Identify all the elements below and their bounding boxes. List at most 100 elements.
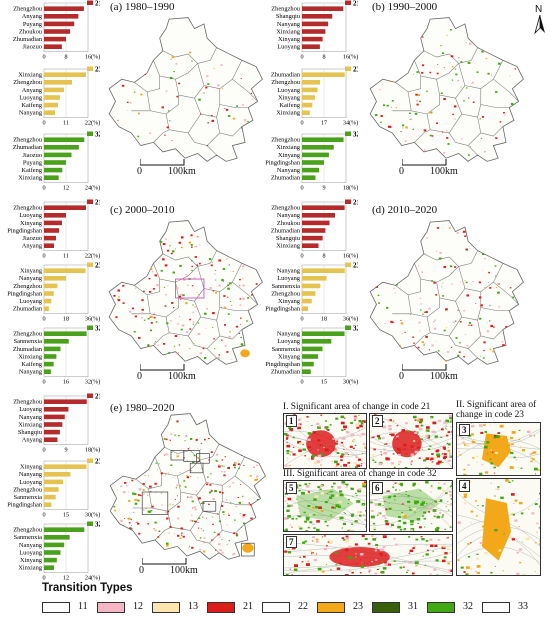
change-patch	[449, 490, 452, 493]
change-patch	[433, 321, 435, 323]
change-patch	[423, 511, 427, 514]
change-patch	[402, 521, 407, 525]
change-patch	[383, 452, 387, 455]
change-patch	[176, 95, 179, 98]
change-patch	[208, 491, 212, 494]
change-patch	[118, 258, 121, 260]
change-patch	[433, 430, 436, 433]
change-patch	[255, 549, 258, 552]
change-patch	[361, 503, 366, 506]
city-boundary	[146, 294, 179, 318]
change-patch	[517, 237, 520, 240]
change-patch	[355, 456, 358, 459]
change-patch	[467, 543, 470, 545]
code-label: 32	[95, 521, 100, 529]
legend-label: 33	[518, 601, 528, 612]
tick-label: 11	[63, 253, 69, 260]
change-patch	[287, 465, 291, 468]
change-patch	[191, 500, 194, 503]
change-patch	[347, 503, 349, 505]
change-patch	[409, 112, 411, 114]
bar	[44, 243, 54, 248]
bar-category-label: Xinyang	[20, 268, 43, 275]
change-patch	[483, 424, 486, 426]
change-patch	[255, 226, 257, 228]
change-patch	[214, 348, 216, 350]
change-patch	[455, 337, 458, 339]
change-patch	[372, 436, 375, 438]
change-patch	[402, 514, 407, 518]
inset-map-6-graphic	[370, 481, 452, 531]
change-patch	[400, 53, 403, 56]
change-patch	[143, 290, 145, 292]
bar-category-label: Sanmenxia	[14, 534, 43, 541]
change-patch	[299, 442, 303, 445]
tick-label: 0	[42, 379, 45, 386]
change-patch	[503, 112, 505, 114]
change-patch	[392, 421, 395, 424]
change-patch	[256, 505, 258, 507]
city-boundary	[455, 291, 482, 321]
change-patch	[200, 467, 202, 469]
city-boundary	[407, 294, 440, 318]
change-patch	[517, 467, 519, 469]
change-patch	[186, 460, 188, 462]
tick-label: 8	[322, 253, 325, 260]
change-patch	[447, 562, 451, 565]
change-patch	[475, 570, 477, 573]
change-patch	[204, 312, 207, 315]
change-patch	[311, 425, 313, 426]
change-patch	[385, 508, 388, 511]
change-patch	[397, 483, 400, 485]
legend-label: 22	[298, 601, 308, 612]
change-patch	[349, 529, 353, 531]
change-patch	[221, 459, 224, 461]
change-patch	[315, 553, 318, 555]
change-patch	[510, 102, 514, 106]
change-patch	[175, 487, 178, 489]
inset-map-5-graphic	[284, 481, 366, 531]
change-patch	[260, 529, 262, 531]
change-patch	[482, 252, 485, 255]
bar-category-label: Zhumadian	[271, 227, 301, 234]
change-patch	[396, 435, 399, 438]
change-patch	[252, 524, 254, 526]
highlight-box	[175, 278, 205, 299]
bar-category-label: Zhengzhou	[13, 399, 43, 406]
change-patch	[357, 489, 362, 493]
change-patch	[316, 422, 320, 426]
change-patch	[324, 448, 329, 452]
change-patch	[192, 311, 195, 314]
change-patch	[354, 543, 359, 546]
change-patch	[295, 518, 298, 520]
change-patch	[158, 530, 161, 532]
change-patch	[465, 248, 468, 251]
change-patch	[239, 278, 241, 281]
change-patch	[134, 493, 137, 496]
change-patch	[326, 492, 329, 494]
change-patch	[228, 446, 231, 448]
change-patch	[200, 442, 202, 444]
change-patch	[320, 459, 323, 461]
change-patch	[222, 268, 226, 270]
change-patch	[253, 466, 255, 468]
change-patch	[286, 460, 288, 461]
change-patch	[241, 527, 243, 528]
change-patch	[412, 482, 417, 486]
city-boundary	[464, 263, 504, 292]
change-patch	[155, 321, 158, 323]
change-patch	[465, 566, 470, 569]
change-patch	[211, 119, 215, 122]
change-patch	[378, 437, 382, 440]
change-patch	[470, 548, 472, 550]
change-patch	[390, 320, 393, 323]
change-patch	[408, 561, 412, 564]
change-patch	[134, 449, 136, 451]
change-patch	[408, 506, 411, 509]
change-patch	[254, 31, 258, 34]
change-patch	[140, 316, 143, 319]
change-patch	[166, 544, 169, 547]
change-patch	[439, 447, 441, 449]
change-patch	[458, 351, 461, 353]
city-boundary	[187, 335, 220, 349]
